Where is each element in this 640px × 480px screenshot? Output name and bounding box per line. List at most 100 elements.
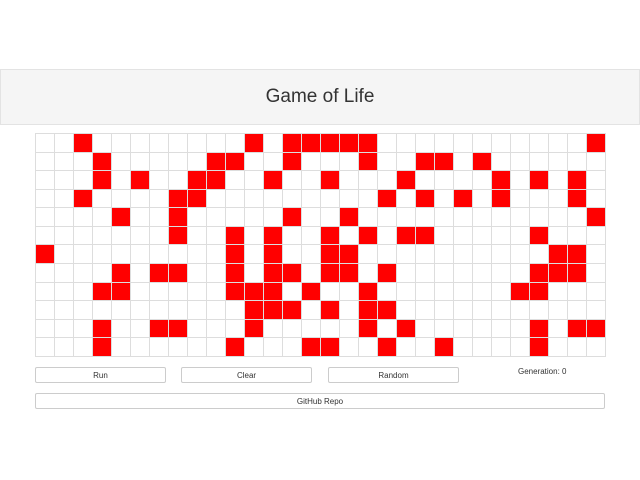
cell-dead[interactable] bbox=[245, 226, 264, 246]
cell-dead[interactable] bbox=[397, 338, 416, 357]
cell-dead[interactable] bbox=[188, 208, 207, 227]
cell-dead[interactable] bbox=[55, 134, 74, 153]
cell-dead[interactable] bbox=[112, 171, 131, 190]
cell-dead[interactable] bbox=[36, 226, 55, 246]
cell-dead[interactable] bbox=[302, 208, 321, 227]
cell-alive[interactable] bbox=[530, 171, 549, 190]
cell-dead[interactable] bbox=[378, 208, 397, 227]
cell-dead[interactable] bbox=[397, 245, 416, 265]
cell-dead[interactable] bbox=[511, 245, 530, 265]
cell-dead[interactable] bbox=[473, 208, 492, 227]
cell-dead[interactable] bbox=[511, 338, 530, 357]
cell-dead[interactable] bbox=[74, 171, 93, 190]
cell-dead[interactable] bbox=[435, 208, 454, 227]
cell-dead[interactable] bbox=[511, 152, 530, 172]
cell-alive[interactable] bbox=[321, 301, 340, 320]
cell-alive[interactable] bbox=[321, 245, 340, 265]
cell-dead[interactable] bbox=[378, 319, 397, 339]
cell-dead[interactable] bbox=[74, 152, 93, 172]
cell-dead[interactable] bbox=[359, 264, 378, 283]
cell-dead[interactable] bbox=[397, 134, 416, 153]
cell-dead[interactable] bbox=[549, 226, 568, 246]
cell-dead[interactable] bbox=[36, 134, 55, 153]
cell-dead[interactable] bbox=[150, 171, 169, 190]
cell-alive[interactable] bbox=[378, 301, 397, 320]
cell-alive[interactable] bbox=[530, 226, 549, 246]
cell-alive[interactable] bbox=[226, 264, 245, 283]
cell-dead[interactable] bbox=[150, 208, 169, 227]
cell-alive[interactable] bbox=[378, 189, 397, 209]
cell-dead[interactable] bbox=[359, 171, 378, 190]
cell-dead[interactable] bbox=[55, 264, 74, 283]
cell-dead[interactable] bbox=[587, 282, 606, 302]
cell-dead[interactable] bbox=[435, 189, 454, 209]
cell-dead[interactable] bbox=[492, 282, 511, 302]
cell-dead[interactable] bbox=[378, 152, 397, 172]
cell-dead[interactable] bbox=[416, 245, 435, 265]
cell-alive[interactable] bbox=[226, 152, 245, 172]
cell-dead[interactable] bbox=[587, 152, 606, 172]
cell-alive[interactable] bbox=[340, 264, 359, 283]
cell-dead[interactable] bbox=[74, 301, 93, 320]
cell-dead[interactable] bbox=[188, 264, 207, 283]
cell-dead[interactable] bbox=[340, 189, 359, 209]
cell-dead[interactable] bbox=[150, 152, 169, 172]
cell-dead[interactable] bbox=[511, 171, 530, 190]
cell-dead[interactable] bbox=[112, 319, 131, 339]
cell-alive[interactable] bbox=[150, 319, 169, 339]
cell-dead[interactable] bbox=[454, 245, 473, 265]
cell-dead[interactable] bbox=[302, 245, 321, 265]
cell-dead[interactable] bbox=[264, 134, 283, 153]
cell-alive[interactable] bbox=[93, 282, 112, 302]
cell-alive[interactable] bbox=[169, 264, 188, 283]
cell-dead[interactable] bbox=[207, 264, 226, 283]
cell-dead[interactable] bbox=[245, 338, 264, 357]
cell-alive[interactable] bbox=[302, 338, 321, 357]
cell-dead[interactable] bbox=[435, 171, 454, 190]
cell-dead[interactable] bbox=[340, 152, 359, 172]
cell-dead[interactable] bbox=[226, 189, 245, 209]
cell-alive[interactable] bbox=[74, 189, 93, 209]
cell-dead[interactable] bbox=[454, 282, 473, 302]
cell-alive[interactable] bbox=[530, 264, 549, 283]
cell-dead[interactable] bbox=[492, 208, 511, 227]
cell-dead[interactable] bbox=[55, 189, 74, 209]
cell-dead[interactable] bbox=[112, 152, 131, 172]
cell-alive[interactable] bbox=[340, 245, 359, 265]
cell-dead[interactable] bbox=[492, 152, 511, 172]
cell-alive[interactable] bbox=[93, 171, 112, 190]
cell-alive[interactable] bbox=[530, 319, 549, 339]
cell-dead[interactable] bbox=[530, 208, 549, 227]
cell-dead[interactable] bbox=[378, 134, 397, 153]
cell-dead[interactable] bbox=[587, 338, 606, 357]
cell-alive[interactable] bbox=[264, 245, 283, 265]
cell-dead[interactable] bbox=[245, 264, 264, 283]
cell-alive[interactable] bbox=[245, 301, 264, 320]
cell-dead[interactable] bbox=[93, 301, 112, 320]
cell-dead[interactable] bbox=[549, 189, 568, 209]
cell-alive[interactable] bbox=[321, 226, 340, 246]
cell-dead[interactable] bbox=[131, 264, 150, 283]
cell-dead[interactable] bbox=[397, 152, 416, 172]
cell-dead[interactable] bbox=[473, 189, 492, 209]
cell-dead[interactable] bbox=[264, 338, 283, 357]
cell-dead[interactable] bbox=[150, 189, 169, 209]
cell-dead[interactable] bbox=[169, 134, 188, 153]
cell-dead[interactable] bbox=[397, 208, 416, 227]
cell-alive[interactable] bbox=[93, 338, 112, 357]
cell-alive[interactable] bbox=[169, 319, 188, 339]
cell-dead[interactable] bbox=[302, 171, 321, 190]
cell-dead[interactable] bbox=[302, 152, 321, 172]
cell-dead[interactable] bbox=[416, 134, 435, 153]
cell-alive[interactable] bbox=[397, 319, 416, 339]
cell-alive[interactable] bbox=[131, 171, 150, 190]
cell-dead[interactable] bbox=[207, 245, 226, 265]
cell-dead[interactable] bbox=[245, 189, 264, 209]
cell-dead[interactable] bbox=[435, 134, 454, 153]
cell-dead[interactable] bbox=[283, 226, 302, 246]
cell-dead[interactable] bbox=[283, 245, 302, 265]
cell-dead[interactable] bbox=[207, 134, 226, 153]
cell-dead[interactable] bbox=[473, 226, 492, 246]
cell-alive[interactable] bbox=[321, 338, 340, 357]
cell-dead[interactable] bbox=[264, 208, 283, 227]
